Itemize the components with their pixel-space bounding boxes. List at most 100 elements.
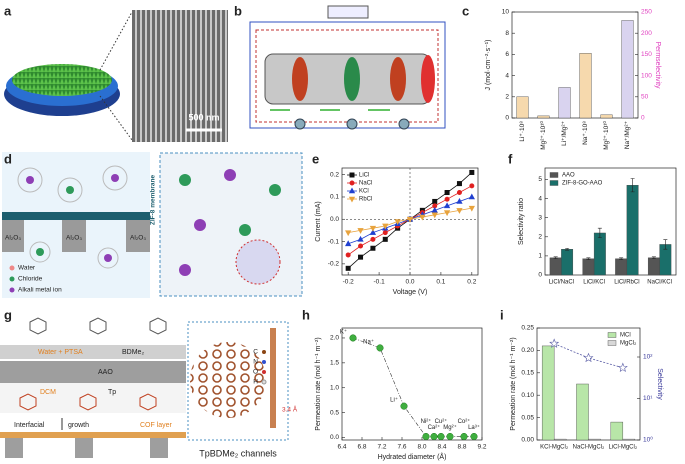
point-label: Li⁺	[390, 397, 398, 404]
sem-image	[132, 10, 228, 142]
pillar	[75, 438, 93, 458]
y-tick-label: 6	[505, 51, 509, 58]
y-tick-label: 0	[505, 115, 509, 122]
bar	[561, 249, 574, 276]
phase-label: DCM	[40, 389, 56, 396]
x-tick-label: 8.0	[417, 444, 426, 451]
x-tick-label: LiCl/RbCl	[614, 280, 639, 286]
point-label: Ni²⁺	[421, 418, 432, 425]
error-bar	[663, 239, 668, 250]
bar	[582, 258, 595, 276]
error-bar	[630, 178, 635, 193]
organic-phase	[0, 383, 186, 413]
y2-tick-label: 250	[641, 9, 652, 16]
x-tick-label: Li⁺·10⁸	[519, 121, 526, 142]
zoom-box	[187, 321, 289, 441]
legend-swatch	[607, 340, 617, 346]
point-label: Mg²⁺	[443, 424, 457, 431]
y-tick-label: 5	[538, 176, 542, 183]
zoom-line	[99, 95, 133, 141]
pillar	[62, 220, 86, 252]
marker	[443, 202, 451, 209]
x-tick-label: 6.4	[337, 444, 346, 451]
panel-g: Water + PTSA BDMe₂ AAO DCM Tp Interfacia…	[0, 317, 298, 458]
substrate-label: Al₂O₃	[66, 235, 82, 242]
y-tick-label: 0	[538, 272, 542, 279]
y-tick-label: 0.0	[330, 216, 339, 223]
error-bar	[651, 256, 656, 260]
membrane	[344, 57, 360, 101]
marker	[431, 206, 438, 213]
y-axis-label: Permeation rate (mol h⁻¹ m⁻²)	[315, 337, 322, 430]
membrane-label: ZIF-8 membrane	[150, 175, 157, 226]
monomer-label: Tp	[108, 389, 116, 396]
line	[554, 343, 623, 369]
legend-text: H	[253, 379, 258, 386]
legend-label: ZIF-8-GO-AAO	[562, 181, 603, 187]
panel-letter: e	[312, 151, 319, 166]
legend-text: C	[253, 349, 258, 356]
cof-layer	[0, 432, 186, 438]
panel-d: Al₂O₃ Al₂O₃ Al₂O₃ ZIF-8 membrane Water C…	[2, 152, 303, 298]
y-tick-label: 0.10	[521, 392, 534, 399]
point	[400, 402, 408, 410]
bar	[593, 232, 606, 276]
monomer	[139, 393, 157, 411]
phase-label: Water + PTSA	[38, 349, 83, 356]
marker	[443, 210, 451, 217]
y-axis-label: Selectivity ratio	[518, 198, 525, 245]
marker	[345, 230, 352, 237]
legend-swatch	[549, 180, 559, 186]
panel-letter: f	[508, 151, 513, 166]
marker	[468, 193, 475, 200]
layer-label: COF layer	[140, 422, 173, 429]
marker	[382, 236, 388, 242]
circuit	[249, 21, 446, 129]
point	[446, 432, 454, 441]
x-tick-label: -0.1	[373, 279, 385, 286]
electrode	[390, 57, 406, 101]
marker	[406, 216, 414, 223]
marker	[382, 230, 388, 236]
hydrated-ion	[102, 165, 128, 191]
x-axis-label: Voltage (V)	[393, 289, 428, 296]
y-tick-label: 0.00	[521, 437, 534, 444]
y-tick-label: 0.25	[521, 325, 534, 332]
point-label: Cu²⁺	[435, 418, 448, 425]
legend-label: MCl	[620, 333, 631, 339]
x-tick-label: Na⁺·10⁸	[582, 121, 589, 145]
panel-letter: d	[4, 151, 12, 166]
panel-letter: b	[234, 3, 242, 18]
pillar	[150, 438, 168, 458]
water-phase	[0, 345, 186, 359]
error-bar	[619, 257, 624, 261]
legend-label: NaCl	[359, 181, 372, 187]
panel-a: 500 nm	[4, 10, 228, 142]
legend-icon	[9, 265, 15, 271]
bar	[588, 438, 601, 441]
ion	[239, 224, 251, 236]
marker	[444, 196, 450, 202]
marker	[419, 214, 426, 221]
monomer	[79, 393, 97, 411]
point	[430, 432, 438, 441]
x-axis-label: Hydrated diameter (Å)	[378, 452, 447, 461]
legend-text: N	[253, 359, 258, 366]
y-tick-label: 4	[505, 72, 509, 79]
y-tick-label: 0.20	[521, 347, 534, 354]
zoom-line	[99, 11, 133, 71]
point	[470, 432, 478, 441]
bar	[549, 257, 562, 276]
y-axis-label: Permeation rate (mol h⁻¹ m⁻²)	[510, 337, 517, 430]
marker	[444, 190, 450, 196]
x-tick-label: 9.2	[477, 444, 486, 451]
marker	[456, 181, 462, 187]
ion	[111, 174, 119, 182]
y-tick-label: 1	[538, 253, 542, 260]
substrate-label: Al₂O₃	[130, 235, 146, 242]
error-bar	[597, 227, 602, 239]
y-tick-label: 10	[502, 9, 510, 16]
point	[376, 344, 384, 352]
bar	[537, 115, 550, 119]
y-tick-label: 1.5	[330, 360, 339, 367]
